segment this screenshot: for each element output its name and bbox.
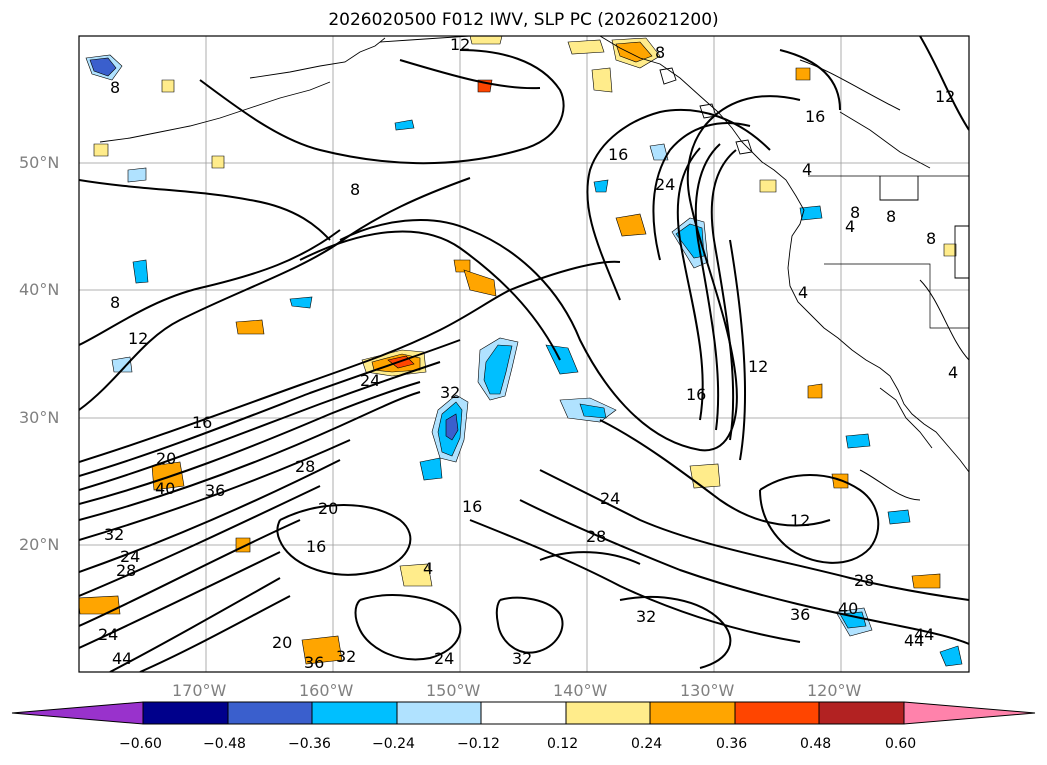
contour-label: 24	[600, 489, 620, 508]
contour-label: 8	[926, 229, 936, 248]
contour-label: 12	[790, 511, 810, 530]
colorbar-tick-label: −0.12	[457, 736, 500, 752]
lat-label: 50°N	[19, 153, 60, 172]
contour-label: 36	[205, 481, 225, 500]
contour-label: 40	[155, 479, 175, 498]
colorbar-swatch	[227, 701, 313, 725]
contour-label: 12	[128, 329, 148, 348]
contour-label: 28	[295, 457, 315, 476]
contour-label: 12	[748, 357, 768, 376]
coastlines	[99, 36, 969, 473]
colorbar-swatch	[396, 701, 482, 725]
contour-label: 8	[350, 180, 360, 199]
slp-contours	[79, 36, 969, 672]
contour-label: 44	[914, 625, 934, 644]
contour-label: 24	[98, 625, 118, 644]
colorbar-swatch	[142, 701, 229, 725]
lat-label: 20°N	[19, 535, 60, 554]
contour-label: 28	[116, 561, 136, 580]
iwv-anomaly-shading	[79, 36, 963, 667]
contour-label: 20	[156, 449, 176, 468]
contour-label: 36	[790, 605, 810, 624]
colorbar-tick-label: 0.48	[800, 736, 832, 752]
colorbar-tick-label: 0.12	[547, 736, 579, 752]
contour-label: 28	[586, 527, 606, 546]
contour-label: 32	[104, 525, 124, 544]
contour-label: 32	[512, 649, 532, 668]
contour-label: 4	[802, 160, 812, 179]
contour-labels: 12 8 8 12 16 24 8 4 4 8 8 8 4 8 12 16 12…	[98, 35, 958, 672]
contour-label: 24	[655, 175, 675, 194]
map-title: 2026020500 F012 IWV, SLP PC (2026021200)	[328, 10, 719, 30]
contour-label: 32	[440, 383, 460, 402]
contour-label: 16	[306, 537, 326, 556]
contour-label: 24	[120, 547, 140, 566]
colorbar-tick-label: −0.24	[372, 736, 415, 752]
contour-label: 8	[110, 293, 120, 312]
contour-label: 16	[608, 145, 628, 164]
contour-label: 8	[110, 78, 120, 97]
contour-label: 8	[850, 203, 860, 222]
contour-label: 4	[845, 217, 855, 236]
colorbar-swatch	[649, 701, 736, 725]
lon-label: 150°W	[426, 681, 481, 700]
contour-label: 12	[450, 35, 470, 54]
contour-label: 12	[935, 87, 955, 106]
contour-label: 16	[462, 497, 482, 516]
contour-label: 16	[805, 107, 825, 126]
lon-label: 140°W	[553, 681, 608, 700]
contour-label: 4	[948, 363, 958, 382]
colorbar-tick-label: 0.36	[716, 736, 748, 752]
contour-label: 32	[336, 647, 356, 666]
contour-label: 28	[854, 571, 874, 590]
lon-label: 120°W	[807, 681, 862, 700]
map-background	[79, 36, 969, 672]
lon-label: 130°W	[680, 681, 735, 700]
colorbar	[11, 701, 1036, 725]
lon-label: 160°W	[299, 681, 354, 700]
contour-label: 8	[655, 43, 665, 62]
slp-contours-thin	[799, 59, 969, 501]
contour-label: 4	[798, 283, 808, 302]
colorbar-swatch	[818, 701, 905, 725]
contour-label: 20	[318, 499, 338, 518]
contour-label: 44	[112, 649, 132, 668]
contour-label: 16	[686, 385, 706, 404]
map-frame	[78, 35, 970, 673]
graticule	[79, 36, 969, 672]
lon-label: 170°W	[172, 681, 227, 700]
contour-label: 16	[192, 413, 212, 432]
contour-label: 36	[304, 653, 324, 672]
colorbar-tick-label: −0.60	[119, 736, 162, 752]
colorbar-tick-label: 0.60	[885, 736, 917, 752]
contour-label: 8	[886, 207, 896, 226]
contour-label: 20	[272, 633, 292, 652]
contour-label: 4	[423, 559, 433, 578]
contour-label: 44	[904, 631, 924, 650]
colorbar-extend-high	[903, 701, 1036, 725]
lat-label: 40°N	[19, 280, 60, 299]
contour-label: 24	[360, 371, 380, 390]
colorbar-tick-label: −0.36	[288, 736, 331, 752]
colorbar-swatch	[311, 701, 398, 725]
contour-label: 32	[636, 607, 656, 626]
colorbar-tick-label: −0.48	[203, 736, 246, 752]
contour-label: 24	[434, 649, 454, 668]
colorbar-swatch	[565, 701, 651, 725]
colorbar-tick-label: 0.24	[631, 736, 663, 752]
contour-label: 40	[838, 599, 858, 618]
colorbar-extend-low	[11, 701, 144, 725]
lat-label: 30°N	[19, 408, 60, 427]
colorbar-swatch	[734, 701, 820, 725]
colorbar-swatch	[480, 701, 567, 725]
